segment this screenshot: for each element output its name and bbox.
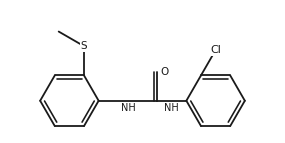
Text: O: O (160, 66, 168, 77)
Text: Cl: Cl (210, 45, 221, 55)
Text: S: S (81, 41, 87, 51)
Text: NH: NH (121, 103, 135, 113)
Text: NH: NH (164, 103, 179, 113)
